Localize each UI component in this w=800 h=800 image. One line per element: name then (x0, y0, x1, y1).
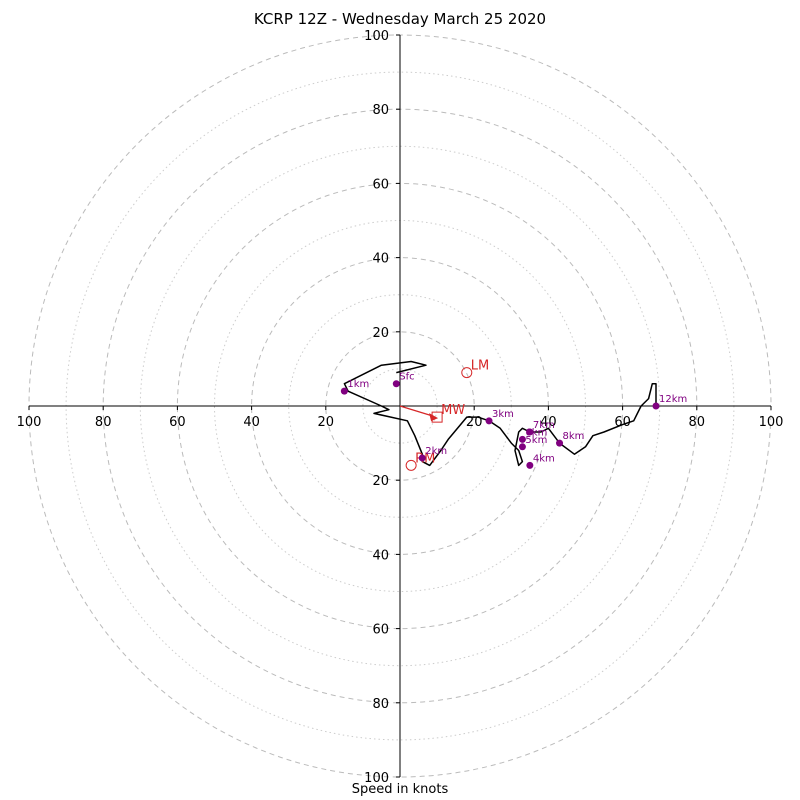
mean-wind-arrowhead (429, 413, 439, 422)
wind-trace-line (343, 360, 657, 467)
height-label-5km: 5km (525, 435, 547, 446)
x-tick-label: 80 (95, 415, 112, 430)
mean-wind-vector (399, 405, 434, 417)
x-axis-label: Speed in knots (351, 782, 449, 797)
y-tick-label: 20 (372, 474, 389, 489)
storm-marker-rm (405, 459, 417, 471)
height-marker-3km (485, 417, 493, 425)
x-tick-label: 40 (540, 415, 557, 430)
y-tick-label: 40 (372, 252, 389, 267)
height-marker-6km (518, 435, 526, 443)
x-tick-label: 20 (318, 415, 335, 430)
storm-label-mw: MW (441, 403, 465, 418)
chart-title: KCRP 12Z - Wednesday March 25 2020 (253, 10, 547, 28)
y-tick-label: 80 (372, 103, 389, 118)
storm-label-lm: LM (471, 359, 489, 374)
y-tick-label: 60 (372, 177, 389, 192)
height-label-4km: 4km (533, 453, 555, 464)
height-label-6km: 6km (525, 427, 547, 438)
height-label-8km: 8km (563, 431, 585, 442)
x-tick-label: 20 (466, 415, 483, 430)
height-marker-2km (418, 454, 426, 462)
x-tick-label: 40 (243, 415, 260, 430)
y-tick-label: 40 (372, 548, 389, 563)
height-label-2km: 2km (425, 446, 447, 457)
y-tick-label: 100 (364, 29, 389, 44)
storm-marker-lm (461, 367, 473, 379)
height-label-1km: 1km (347, 379, 369, 390)
height-marker-sfc (392, 380, 400, 388)
height-marker-1km (340, 387, 348, 395)
height-label-sfc: Sfc (399, 372, 414, 383)
x-tick-label: 100 (759, 415, 784, 430)
height-label-3km: 3km (492, 409, 514, 420)
height-marker-8km (556, 439, 564, 447)
y-tick-label: 60 (372, 623, 389, 638)
axes: 100 80 60 40 20 20 40 60 80 100100806040202040608… (17, 29, 784, 786)
wind-trace-group (343, 360, 657, 467)
storm-motion-group: LMRMMW (399, 359, 489, 471)
x-tick-label: 80 (689, 415, 706, 430)
height-label-12km: 12km (659, 394, 687, 405)
y-tick-label: 80 (372, 697, 389, 712)
height-marker-12km (652, 402, 660, 410)
y-tick-label: 100 (364, 771, 389, 786)
height-marker-7km (526, 428, 534, 436)
height-marker-5km (518, 443, 526, 451)
x-tick-label: 100 (17, 415, 42, 430)
y-tick-label: 20 (372, 326, 389, 341)
x-tick-label: 60 (169, 415, 186, 430)
height-marker-4km (526, 461, 534, 469)
storm-marker-mw (431, 411, 443, 423)
height-label-7km: 7km (533, 420, 555, 431)
